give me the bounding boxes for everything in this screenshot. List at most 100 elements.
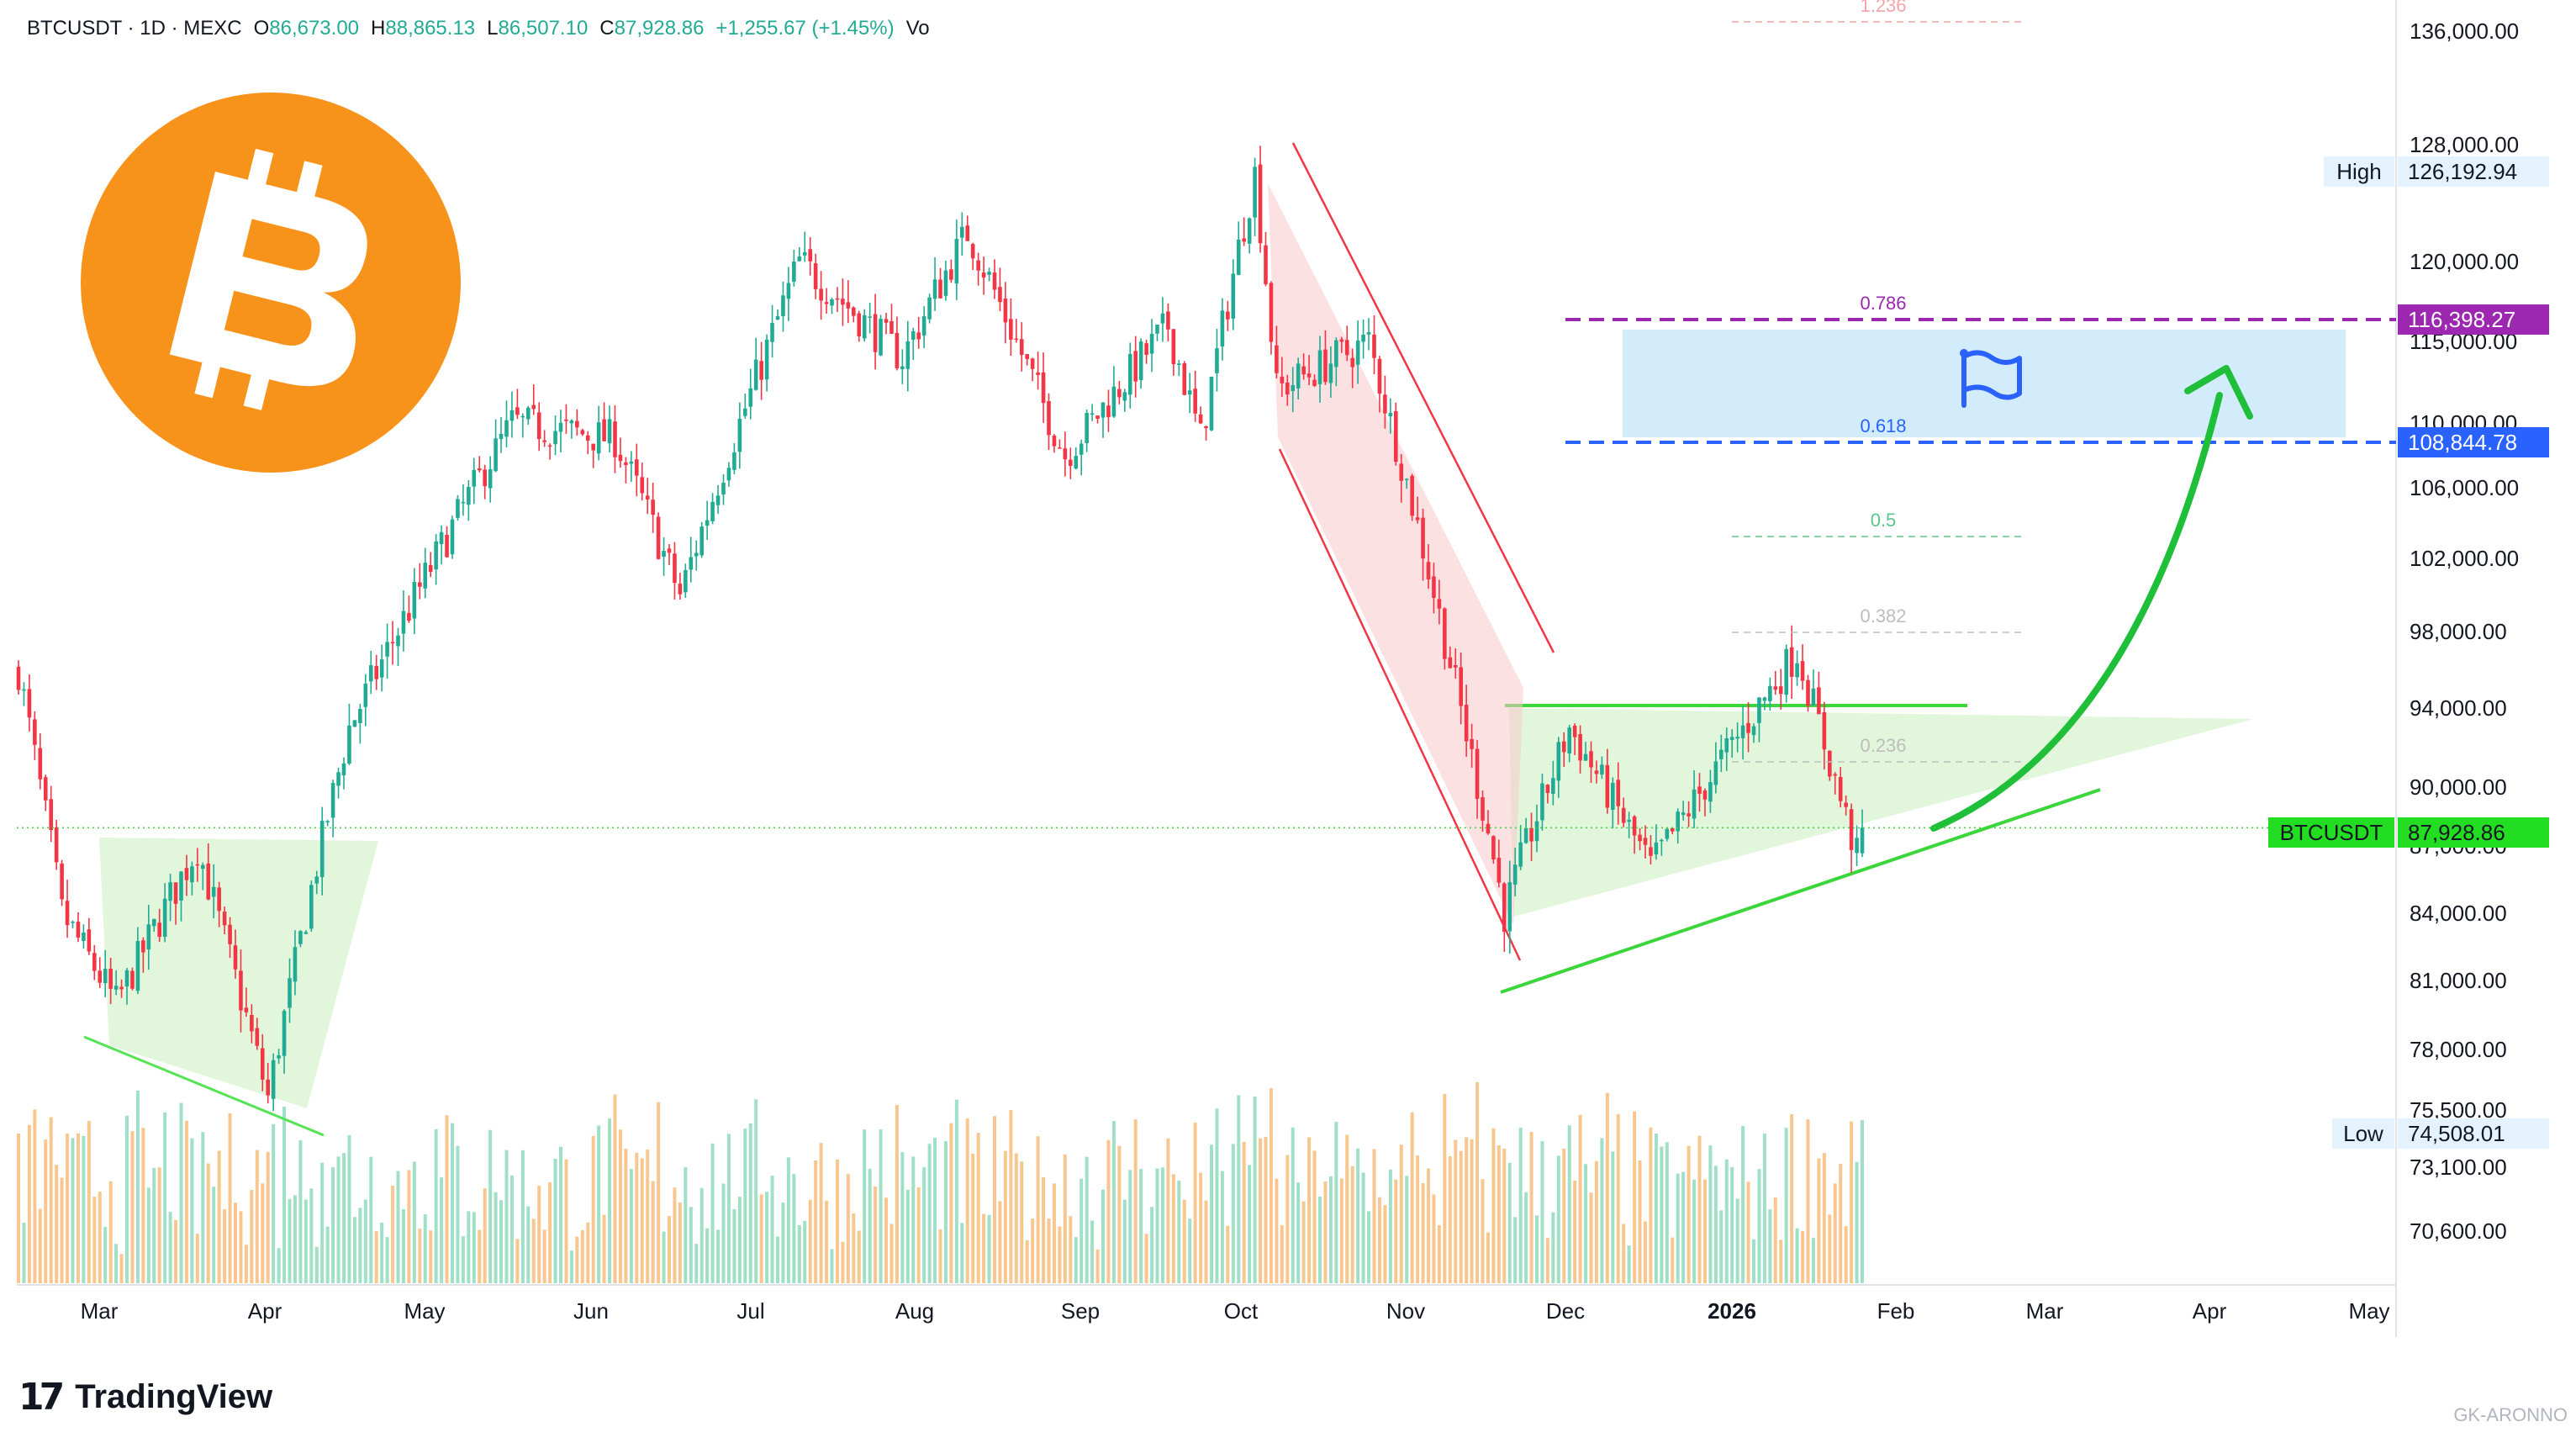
candle-body bbox=[1746, 722, 1750, 733]
volume-bar bbox=[499, 1200, 504, 1283]
volume-bar bbox=[17, 1134, 20, 1283]
volume-bar bbox=[922, 1167, 926, 1283]
symbol-title[interactable]: BTCUSDT · 1D · MEXC bbox=[27, 17, 242, 40]
volume-bar bbox=[1584, 1164, 1588, 1283]
volume-bar bbox=[401, 1209, 405, 1283]
volume-bar bbox=[781, 1202, 785, 1283]
candle-body bbox=[547, 445, 552, 447]
candle-body bbox=[173, 882, 178, 904]
candle-body bbox=[1502, 883, 1507, 932]
volume-bar bbox=[1253, 1096, 1257, 1283]
volume-bar bbox=[1633, 1111, 1637, 1283]
candle-body bbox=[1301, 366, 1306, 375]
volume-bar bbox=[754, 1099, 758, 1283]
candle-body bbox=[1069, 459, 1073, 466]
candle-body bbox=[1811, 688, 1816, 706]
candle-body bbox=[277, 1055, 281, 1059]
tradingview-logo[interactable]: 17 TradingView bbox=[18, 1376, 272, 1419]
y-tick-label: 90,000.00 bbox=[2410, 774, 2507, 800]
candle-body bbox=[927, 297, 932, 320]
candle-body bbox=[1578, 734, 1582, 761]
low-price-tag-bg bbox=[2398, 1118, 2549, 1149]
candle-body bbox=[748, 388, 753, 407]
volume-bar bbox=[1133, 1119, 1138, 1283]
volume-bar bbox=[1671, 1237, 1675, 1283]
volume-bar bbox=[22, 1222, 26, 1283]
volume-bar bbox=[993, 1116, 996, 1283]
volume-bar bbox=[440, 1177, 444, 1283]
volume-bar bbox=[553, 1158, 557, 1283]
volume-bar bbox=[135, 1090, 140, 1283]
candle-body bbox=[1855, 838, 1859, 854]
candle-body bbox=[596, 422, 601, 454]
open-label: O bbox=[253, 17, 270, 40]
candle-body bbox=[298, 931, 303, 944]
candle-body bbox=[418, 582, 422, 587]
volume-bar bbox=[1095, 1249, 1100, 1283]
candle-body bbox=[1849, 809, 1854, 850]
candle-body bbox=[1773, 686, 1778, 690]
volume-bar bbox=[1839, 1164, 1843, 1283]
candle-body bbox=[1844, 802, 1848, 807]
candle-body bbox=[1822, 712, 1827, 750]
candle-body bbox=[526, 407, 531, 420]
candle-body bbox=[309, 885, 314, 929]
candle-body bbox=[1101, 402, 1106, 418]
volume-bar bbox=[797, 1225, 801, 1283]
fib-label-0.5: 0.5 bbox=[1871, 510, 1897, 531]
candle-body bbox=[699, 526, 704, 556]
volume-bar bbox=[1427, 1168, 1430, 1283]
candle-body bbox=[325, 821, 330, 822]
candle-body bbox=[694, 552, 699, 557]
candle-body bbox=[1399, 463, 1404, 481]
volume-bar bbox=[483, 1188, 487, 1283]
candle-body bbox=[813, 263, 818, 290]
volume-bar bbox=[911, 1156, 916, 1283]
candle-body bbox=[797, 256, 802, 262]
candle-body bbox=[228, 924, 232, 944]
candle-body bbox=[206, 863, 211, 900]
candle-body bbox=[916, 332, 921, 340]
candle-body bbox=[1660, 839, 1664, 842]
volume-bar bbox=[602, 1214, 606, 1283]
candle-body bbox=[1355, 340, 1360, 365]
volume-bar bbox=[759, 1194, 763, 1283]
candle-body bbox=[1757, 697, 1761, 723]
candle-body bbox=[515, 407, 520, 415]
candle-body bbox=[786, 283, 791, 299]
candle-body bbox=[1789, 647, 1794, 677]
volume-bar bbox=[1681, 1171, 1686, 1283]
volume-bar bbox=[916, 1187, 921, 1283]
volume-bar bbox=[559, 1146, 562, 1283]
candle-body bbox=[721, 483, 726, 495]
volume-bar bbox=[618, 1129, 622, 1283]
candle-body bbox=[569, 420, 574, 424]
candle-body bbox=[1687, 813, 1691, 817]
volume-bar bbox=[163, 1112, 167, 1283]
volume-bar bbox=[1844, 1226, 1848, 1283]
volume-bar bbox=[646, 1150, 650, 1283]
candle-body bbox=[1507, 882, 1512, 932]
candle-body bbox=[1702, 790, 1708, 800]
candle-body bbox=[217, 887, 221, 912]
volume-bar bbox=[119, 1254, 124, 1283]
candle-body bbox=[987, 272, 991, 275]
volume-bar bbox=[1724, 1159, 1729, 1283]
candle-body bbox=[483, 469, 487, 487]
volume-bar bbox=[699, 1187, 704, 1283]
y-tick-label: 70,600.00 bbox=[2410, 1218, 2507, 1244]
volume-bar bbox=[1491, 1128, 1496, 1283]
candle-body bbox=[76, 922, 81, 938]
y-tick-label: 73,100.00 bbox=[2410, 1155, 2507, 1180]
candle-body bbox=[65, 901, 70, 926]
candle-body bbox=[792, 262, 796, 282]
volume-bar bbox=[1855, 1161, 1859, 1283]
candle-body bbox=[445, 534, 449, 558]
candle-body bbox=[1047, 401, 1051, 436]
candle-body bbox=[1713, 761, 1718, 785]
candle-body bbox=[103, 969, 108, 984]
x-tick-label: May bbox=[2348, 1298, 2389, 1324]
candle-body bbox=[1692, 789, 1697, 819]
